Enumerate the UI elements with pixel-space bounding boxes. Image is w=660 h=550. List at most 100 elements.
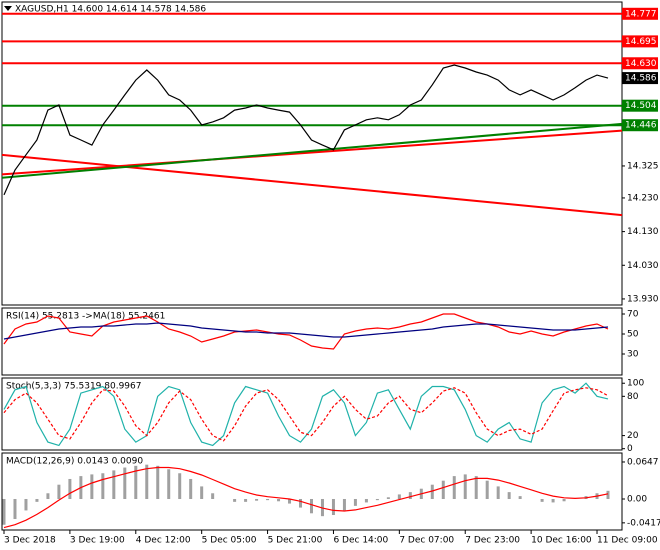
histogram-bar	[375, 498, 379, 501]
histogram-bar	[123, 467, 127, 499]
histogram-bar	[408, 492, 412, 499]
histogram-bar	[178, 473, 182, 499]
histogram-bar	[101, 473, 105, 499]
histogram-bar	[518, 496, 522, 499]
histogram-bar	[562, 498, 566, 502]
histogram-bar	[200, 486, 204, 499]
histogram-bar	[353, 498, 357, 506]
x-tick-label: 3 Dec 19:00	[70, 536, 125, 546]
histogram-bar	[441, 480, 445, 499]
x-tick-label: 4 Dec 12:00	[136, 536, 191, 546]
histogram-bar	[211, 493, 215, 499]
y-tick-label: -0.0417	[627, 518, 660, 528]
y-tick-label: 20	[627, 431, 639, 441]
histogram-bar	[342, 498, 346, 511]
trend-line	[1, 122, 623, 179]
y-tick-label: 80	[627, 392, 639, 402]
series-line	[3, 466, 609, 529]
histogram-bar	[452, 476, 456, 499]
level-tag	[622, 35, 658, 48]
histogram-bar	[288, 498, 292, 504]
x-tick-label: 11 Dec 09:00	[597, 536, 658, 546]
histogram-bar	[430, 484, 434, 499]
histogram-bar	[35, 498, 39, 502]
trend-line	[1, 129, 623, 176]
histogram-bar	[606, 490, 610, 499]
x-tick-label: 7 Dec 07:00	[399, 536, 454, 546]
y-tick-label: 14.230	[627, 193, 659, 203]
level-tag	[622, 119, 658, 132]
panel-frame	[1, 377, 623, 451]
histogram-bar	[13, 498, 17, 520]
histogram-bar	[46, 493, 50, 499]
y-tick-label: 30	[627, 350, 639, 360]
level-label: 14.777	[625, 9, 657, 19]
level-label: 14.630	[625, 59, 657, 69]
x-tick-label: 7 Dec 23:00	[465, 536, 520, 546]
panel-frame	[1, 1, 623, 306]
y-tick-label: 70	[627, 310, 639, 320]
histogram-bar	[68, 478, 72, 499]
y-tick-label: 14.130	[627, 227, 659, 237]
histogram-bar	[167, 469, 171, 499]
trend-line	[1, 153, 623, 217]
x-tick-label: 5 Dec 21:00	[268, 536, 323, 546]
histogram-bar	[134, 465, 138, 499]
histogram-bar	[145, 464, 149, 499]
x-tick-label: 10 Dec 16:00	[531, 536, 592, 546]
histogram-bar	[540, 498, 544, 502]
histogram-bar	[57, 484, 61, 499]
series-line	[3, 322, 609, 340]
series-line	[3, 64, 609, 196]
histogram-bar	[189, 478, 193, 499]
level-tag	[622, 99, 658, 112]
histogram-bar	[397, 494, 401, 499]
panel-title: Stoch(5,3,3) 75.5319 80.9967	[6, 382, 141, 392]
series-line	[3, 387, 609, 442]
menu-icon	[4, 6, 12, 11]
level-tag	[622, 57, 658, 70]
histogram-bar	[474, 476, 478, 499]
x-tick-label: 6 Dec 14:00	[333, 536, 388, 546]
y-tick-label: 0.00	[627, 494, 647, 504]
histogram-bar	[24, 498, 28, 511]
histogram-bar	[463, 474, 467, 499]
histogram-bar	[507, 492, 511, 499]
panel-frame	[1, 452, 623, 531]
histogram-bar	[309, 498, 313, 514]
panel-title: RSI(14) 55.2813 ->MA(18) 55.2461	[6, 312, 165, 322]
series-line	[3, 382, 609, 447]
histogram-bar	[266, 498, 270, 501]
histogram-bar	[255, 498, 259, 501]
y-tick-label: 50	[627, 330, 639, 340]
level-label: 14.504	[625, 101, 657, 111]
histogram-bar	[551, 498, 555, 503]
y-tick-label: 13.930	[627, 294, 659, 304]
histogram-bar	[244, 498, 248, 502]
price-label: 14.586	[625, 74, 657, 84]
histogram-bar	[112, 470, 116, 499]
y-tick-label: 14.030	[627, 261, 659, 271]
histogram-bar	[386, 497, 390, 499]
x-tick-label: 5 Dec 05:00	[202, 536, 257, 546]
series-line	[3, 313, 609, 350]
histogram-bar	[90, 474, 94, 499]
x-tick-label: 3 Dec 2018	[4, 536, 56, 546]
histogram-bar	[2, 498, 6, 525]
y-tick-label: 0	[627, 444, 633, 454]
histogram-bar	[496, 486, 500, 499]
panel-frame	[1, 307, 623, 376]
y-tick-label: 0.0647	[627, 457, 659, 467]
panel-title: MACD(12,26,9) 0.0143 0.0090	[6, 457, 143, 467]
price-tag	[622, 72, 658, 85]
level-label: 14.695	[625, 37, 657, 47]
y-tick-label: 100	[627, 379, 644, 389]
histogram-bar	[485, 480, 489, 499]
histogram-bar	[277, 498, 281, 502]
level-tag	[622, 7, 658, 20]
histogram-bar	[331, 498, 335, 516]
chart-title: XAGUSD,H1 14.600 14.614 14.578 14.586	[15, 5, 206, 15]
level-label: 14.446	[625, 121, 657, 131]
